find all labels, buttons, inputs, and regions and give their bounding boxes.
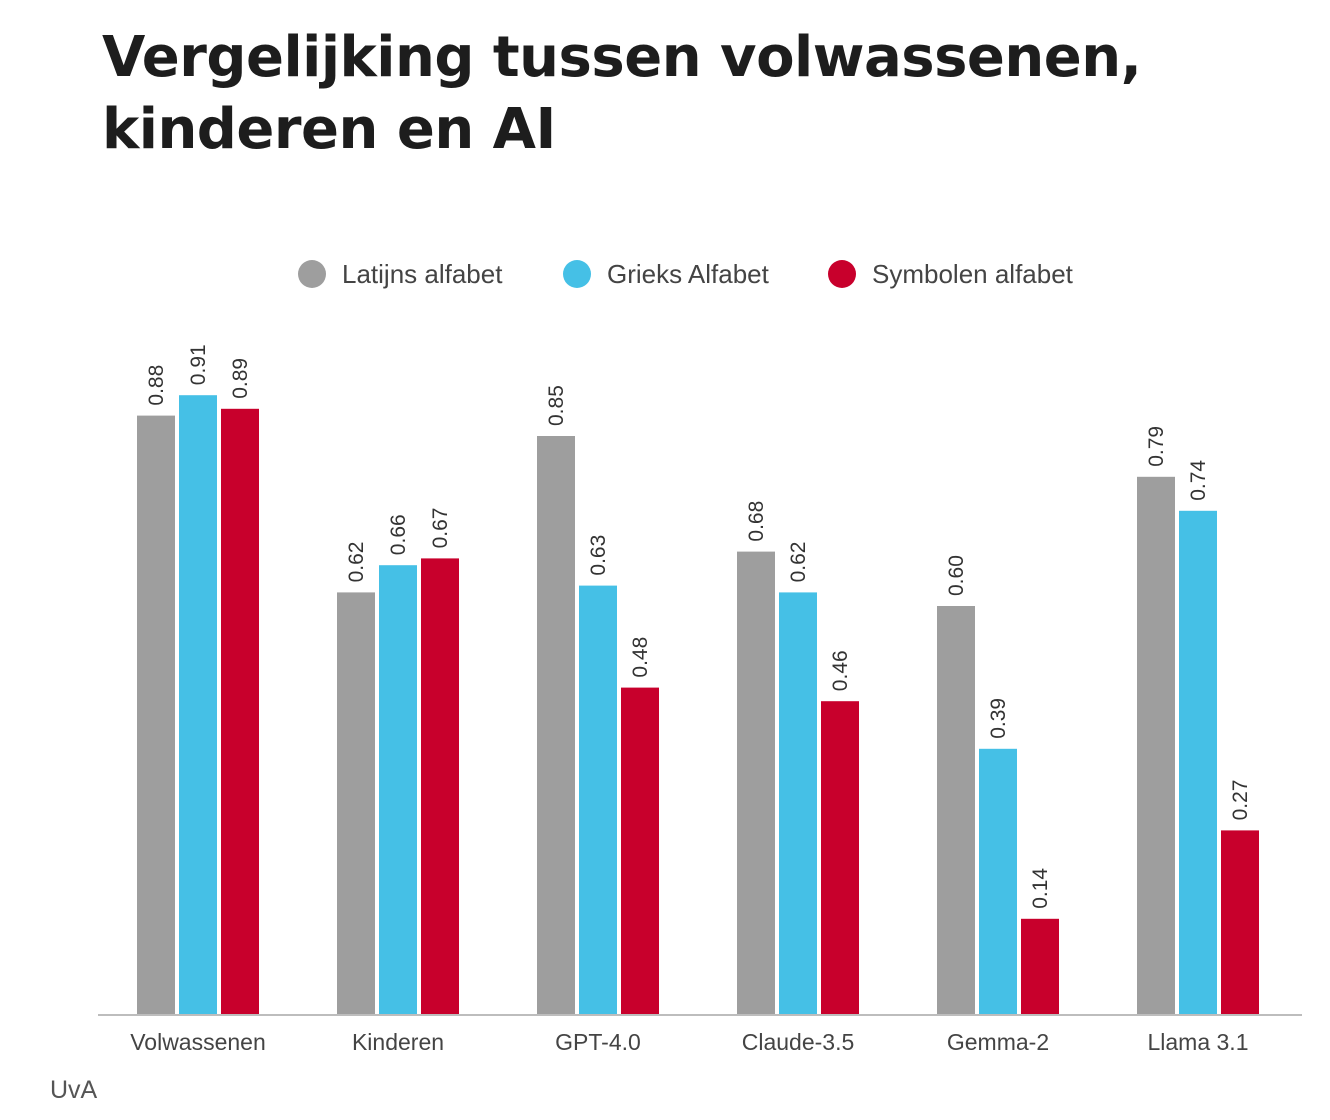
value-label-kinderen-grieks-alfabet: 0.66 — [387, 514, 410, 555]
legend-label-latijns-alfabet: Latijns alfabet — [342, 259, 503, 289]
category-label-volwassenen: Volwassenen — [130, 1029, 266, 1055]
value-label-gemma-2-latijns-alfabet: 0.60 — [945, 555, 968, 596]
legend-marker-symbolen-alfabet — [828, 260, 856, 288]
value-label-claude-3-5-grieks-alfabet: 0.62 — [787, 542, 810, 583]
value-label-gemma-2-grieks-alfabet: 0.39 — [987, 698, 1010, 739]
bar-gpt-4-0-symbolen-alfabet — [621, 687, 659, 1014]
value-labels-group: 0.88 0.91 0.89 0.62 0.66 0.67 0.85 0.63 0.48 0.68… — [145, 344, 1252, 908]
value-label-llama-3-1-symbolen-alfabet: 0.27 — [1229, 780, 1252, 821]
category-label-gemma-2: Gemma-2 — [947, 1029, 1049, 1055]
bar-kinderen-latijns-alfabet — [337, 592, 375, 1014]
bar-gemma-2-symbolen-alfabet — [1021, 918, 1059, 1014]
legend-label-symbolen-alfabet: Symbolen alfabet — [872, 259, 1074, 289]
bar-chart: Latijns alfabet Grieks Alfabet Symbolen al… — [98, 259, 1302, 1055]
bar-volwassenen-symbolen-alfabet — [221, 408, 259, 1014]
bar-gemma-2-latijns-alfabet — [937, 606, 975, 1014]
value-label-claude-3-5-latijns-alfabet: 0.68 — [745, 501, 768, 542]
value-label-kinderen-latijns-alfabet: 0.62 — [345, 542, 368, 583]
value-label-volwassenen-latijns-alfabet: 0.88 — [145, 365, 168, 406]
value-label-volwassenen-symbolen-alfabet: 0.89 — [229, 358, 252, 399]
category-label-llama-3-1: Llama 3.1 — [1147, 1029, 1248, 1055]
bar-claude-3-5-latijns-alfabet — [737, 551, 775, 1014]
source-credit: UvA — [50, 1076, 98, 1104]
category-label-kinderen: Kinderen — [352, 1029, 444, 1055]
bar-claude-3-5-grieks-alfabet — [779, 592, 817, 1014]
bar-gpt-4-0-grieks-alfabet — [579, 585, 617, 1014]
value-label-llama-3-1-grieks-alfabet: 0.74 — [1187, 460, 1210, 501]
value-label-claude-3-5-symbolen-alfabet: 0.46 — [829, 650, 852, 691]
x-axis-labels: Volwassenen Kinderen GPT-4.0 Claude-3.5 Gemm… — [130, 1029, 1248, 1055]
bar-kinderen-symbolen-alfabet — [421, 558, 459, 1014]
bar-volwassenen-grieks-alfabet — [179, 395, 217, 1014]
bar-volwassenen-latijns-alfabet — [137, 415, 175, 1015]
value-label-gpt-4-0-grieks-alfabet: 0.63 — [587, 535, 610, 576]
chart-title: Vergelijking tussen volwassenen, kindere… — [102, 25, 1142, 162]
bar-gemma-2-grieks-alfabet — [979, 748, 1017, 1014]
value-label-gpt-4-0-latijns-alfabet: 0.85 — [545, 385, 568, 426]
bars-group — [137, 395, 1259, 1015]
bar-llama-3-1-symbolen-alfabet — [1221, 830, 1259, 1014]
legend-label-grieks-alfabet: Grieks Alfabet — [607, 259, 770, 289]
bar-claude-3-5-symbolen-alfabet — [821, 701, 859, 1014]
bar-kinderen-grieks-alfabet — [379, 565, 417, 1014]
value-label-volwassenen-grieks-alfabet: 0.91 — [187, 344, 210, 385]
value-label-gpt-4-0-symbolen-alfabet: 0.48 — [629, 637, 652, 678]
value-label-gemma-2-symbolen-alfabet: 0.14 — [1029, 868, 1052, 909]
bar-llama-3-1-grieks-alfabet — [1179, 510, 1217, 1014]
bar-gpt-4-0-latijns-alfabet — [537, 436, 575, 1014]
category-label-claude-3-5: Claude-3.5 — [742, 1029, 855, 1055]
value-label-kinderen-symbolen-alfabet: 0.67 — [429, 508, 452, 549]
value-label-llama-3-1-latijns-alfabet: 0.79 — [1145, 426, 1168, 467]
category-label-gpt-4-0: GPT-4.0 — [555, 1029, 641, 1055]
legend: Latijns alfabet Grieks Alfabet Symbolen al… — [298, 259, 1074, 289]
legend-marker-grieks-alfabet — [563, 260, 591, 288]
legend-marker-latijns-alfabet — [298, 260, 326, 288]
bar-llama-3-1-latijns-alfabet — [1137, 476, 1175, 1014]
